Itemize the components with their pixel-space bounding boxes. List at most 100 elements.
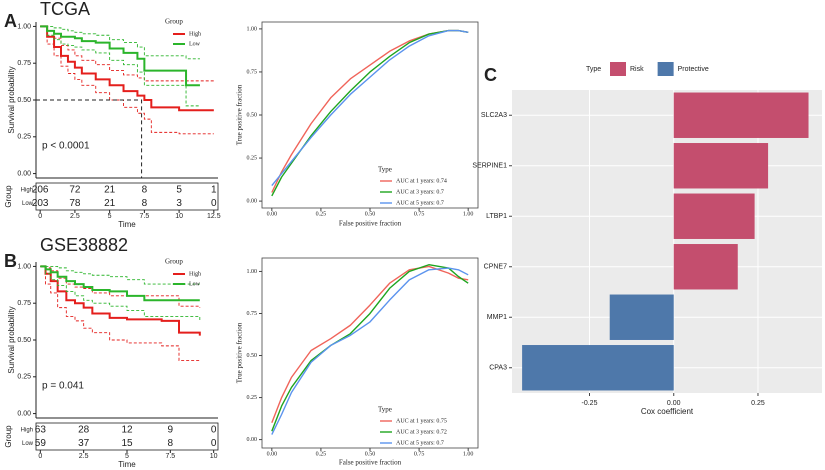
x-tick-label: 0.25 bbox=[316, 451, 327, 457]
risk-count: 1 bbox=[211, 184, 217, 195]
risk-count: 0 bbox=[211, 424, 217, 435]
x-tick-label: 10 bbox=[210, 453, 218, 460]
x-tick-label: 5 bbox=[108, 213, 112, 220]
risk-row-label: Low bbox=[22, 441, 34, 447]
confidence-band bbox=[40, 25, 214, 82]
confidence-band bbox=[40, 25, 200, 107]
x-tick-label: 7.5 bbox=[165, 453, 175, 460]
risk-row-label: High bbox=[21, 187, 33, 193]
risk-count: 63 bbox=[35, 424, 47, 435]
x-tick-label: 2.5 bbox=[79, 453, 89, 460]
y-axis-label: True positive fraction bbox=[236, 322, 244, 383]
risk-count: 28 bbox=[78, 424, 90, 435]
roc-curve bbox=[271, 267, 469, 435]
bar bbox=[609, 294, 674, 340]
roc-curve bbox=[271, 29, 469, 187]
x-axis-label: Time bbox=[118, 220, 136, 229]
y-tick-label: CPA3 bbox=[489, 365, 507, 372]
x-tick-label: -0.25 bbox=[582, 400, 598, 407]
risk-count: 59 bbox=[35, 438, 47, 449]
y-tick-label: 0.00 bbox=[17, 170, 31, 177]
confidence-band bbox=[40, 25, 200, 60]
legend-title: Type bbox=[378, 166, 392, 174]
risk-row-label: Low bbox=[22, 201, 34, 207]
legend-title: Group bbox=[165, 18, 183, 26]
y-tick-label: 1.00 bbox=[247, 269, 258, 275]
x-tick-label: 0.00 bbox=[267, 451, 278, 457]
confidence-band bbox=[40, 25, 214, 135]
risk-count: 15 bbox=[121, 438, 133, 449]
y-tick-label: 0.25 bbox=[17, 134, 31, 141]
legend-swatch bbox=[610, 62, 626, 76]
risk-count: 8 bbox=[142, 184, 148, 195]
y-tick-label: 0.75 bbox=[17, 60, 31, 67]
risk-count: 8 bbox=[168, 438, 174, 449]
p-value: p < 0.0001 bbox=[42, 141, 90, 152]
legend-title: Type bbox=[378, 406, 392, 414]
panel-letter: B bbox=[4, 251, 17, 271]
risk-count: 0 bbox=[211, 198, 217, 209]
risk-count: 0 bbox=[211, 438, 217, 449]
risk-count: 37 bbox=[78, 438, 90, 449]
x-tick-label: 0 bbox=[38, 453, 42, 460]
y-tick-label: 1.00 bbox=[17, 23, 31, 30]
x-axis-label: Cox coefficient bbox=[641, 407, 694, 416]
x-tick-label: 0.00 bbox=[667, 400, 681, 407]
roc-curve bbox=[271, 265, 469, 424]
risk-count: 12 bbox=[121, 424, 133, 435]
y-tick-label: 0.75 bbox=[247, 69, 258, 75]
risk-count: 3 bbox=[176, 198, 182, 209]
survival-curve bbox=[40, 265, 200, 302]
y-tick-label: SLC2A3 bbox=[481, 112, 507, 119]
legend-label: AUC at 3 years: 0.7 bbox=[396, 189, 444, 195]
y-tick-label: 0.50 bbox=[247, 353, 258, 359]
legend-title: Type bbox=[586, 66, 601, 73]
y-tick-label: 0.00 bbox=[247, 198, 258, 204]
chart-title: TCGA bbox=[40, 0, 90, 19]
x-tick-label: 10 bbox=[175, 213, 183, 220]
risk-count: 5 bbox=[176, 184, 182, 195]
x-tick-label: 1.00 bbox=[463, 211, 474, 217]
legend-label: Risk bbox=[630, 66, 644, 73]
legend-label: Protective bbox=[678, 66, 709, 73]
y-axis-label: True positive fraction bbox=[236, 84, 244, 145]
legend-label: Low bbox=[189, 41, 201, 47]
y-tick-label: 0.50 bbox=[247, 112, 258, 118]
y-tick-label: 0.75 bbox=[17, 300, 31, 307]
x-tick-label: 12.5 bbox=[207, 213, 221, 220]
y-tick-label: SERPINE1 bbox=[472, 163, 507, 170]
roc-curve bbox=[271, 29, 469, 193]
bar bbox=[673, 193, 755, 239]
risk-table-label: Group bbox=[4, 425, 13, 448]
legend-label: AUC at 1 years: 0.74 bbox=[396, 178, 447, 184]
panel-letter: A bbox=[4, 11, 17, 31]
chart-title: GSE38882 bbox=[40, 235, 128, 255]
roc-curve bbox=[271, 264, 469, 432]
y-tick-label: MMP1 bbox=[487, 314, 507, 321]
x-tick-label: 0.50 bbox=[365, 451, 376, 457]
bar bbox=[673, 92, 809, 138]
risk-row-label: High bbox=[21, 427, 33, 433]
y-tick-label: 0.50 bbox=[17, 337, 31, 344]
y-tick-label: LTBP1 bbox=[486, 213, 507, 220]
y-tick-label: 0.75 bbox=[247, 311, 258, 317]
median-line bbox=[36, 99, 143, 178]
x-tick-label: 0.50 bbox=[365, 211, 376, 217]
survival-curve bbox=[40, 25, 200, 87]
panel-letter: C bbox=[484, 65, 497, 85]
y-tick-label: 0.00 bbox=[247, 437, 258, 443]
plot-background bbox=[512, 90, 822, 393]
bar bbox=[673, 244, 738, 290]
x-axis-label: False positive fraction bbox=[339, 220, 402, 228]
x-tick-label: 1.00 bbox=[463, 451, 474, 457]
legend-label: AUC at 3 years: 0.72 bbox=[396, 429, 447, 435]
legend-label: AUC at 1 years: 0.75 bbox=[396, 418, 447, 424]
y-tick-label: 0.25 bbox=[247, 395, 258, 401]
y-tick-label: 0.25 bbox=[247, 155, 258, 161]
risk-table-frame bbox=[35, 182, 219, 211]
y-tick-label: 0.50 bbox=[17, 97, 31, 104]
legend-label: Low bbox=[189, 281, 201, 287]
survival-curve bbox=[40, 265, 201, 336]
confidence-band bbox=[40, 265, 201, 308]
legend-swatch bbox=[657, 62, 674, 76]
